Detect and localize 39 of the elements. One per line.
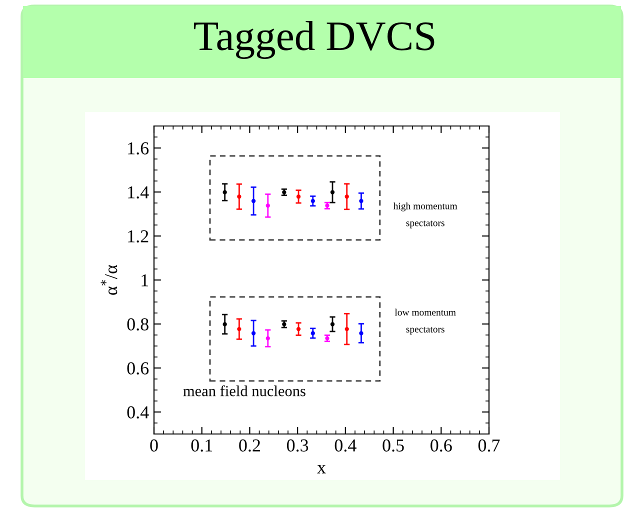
y-tick-label: 0.8: [127, 318, 148, 331]
annotation: high momentum spectators: [393, 202, 458, 228]
point: [359, 331, 364, 336]
point: [222, 322, 227, 326]
annotation: low momentum spectators: [394, 308, 456, 334]
point: [344, 194, 349, 199]
x-tick-label: 0: [150, 439, 158, 452]
x-tick-label: 0.3: [286, 439, 308, 452]
point: [251, 198, 256, 204]
annotation: mean field nucleons: [183, 385, 306, 396]
point: [237, 326, 242, 332]
point: [330, 322, 335, 326]
y-tick-label: 1.4: [128, 186, 149, 199]
chart-title: Tagged DVCS: [194, 21, 434, 59]
point: [310, 198, 315, 204]
point: [296, 194, 301, 199]
point: [359, 198, 364, 204]
point: [266, 336, 270, 340]
point: [266, 204, 270, 208]
x-tick-label: 0.6: [430, 439, 452, 452]
point: [251, 331, 256, 336]
x-tick-label: 0.7: [478, 439, 500, 452]
point: [310, 331, 315, 336]
y-tick-label: 1.6: [128, 142, 149, 155]
point: [330, 190, 335, 194]
y-tick-label: 1: [142, 274, 148, 286]
x-axis-title: x: [317, 465, 326, 474]
y-tick-label: 0.6: [127, 362, 149, 375]
x-tick-label: 0.5: [382, 439, 404, 452]
y-tick-label: 1.2: [128, 230, 148, 243]
y-axis-title: α$^{*}$/α: [100, 265, 118, 295]
point: [296, 326, 301, 332]
x-tick-label: 0.1: [191, 439, 212, 452]
point: [344, 326, 349, 332]
y-tick-label: 0.4: [127, 406, 149, 419]
point: [237, 194, 242, 199]
point: [222, 190, 227, 194]
x-tick-label: 0.4: [334, 439, 356, 452]
x-tick-label: 0.2: [239, 439, 260, 452]
